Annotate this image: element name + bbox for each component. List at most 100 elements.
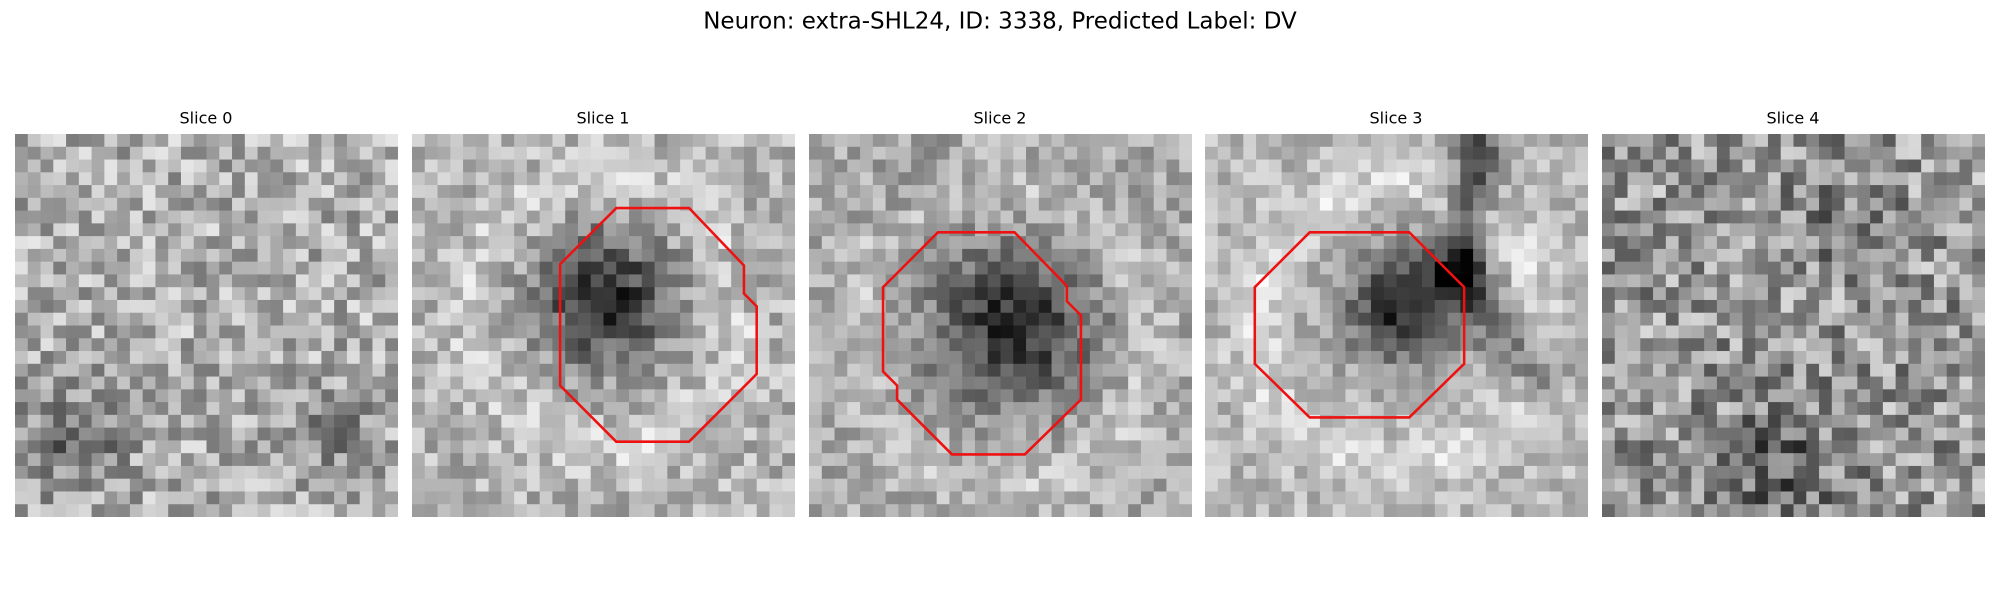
pixel bbox=[180, 389, 195, 403]
pixel bbox=[1307, 287, 1321, 301]
pixel bbox=[872, 185, 887, 199]
pixel bbox=[1179, 248, 1192, 263]
pixel bbox=[1691, 351, 1705, 365]
pixel bbox=[1780, 427, 1795, 441]
pixel bbox=[680, 312, 694, 327]
pixel bbox=[526, 338, 541, 352]
pixel bbox=[488, 210, 502, 224]
pixel bbox=[1602, 146, 1616, 161]
pixel bbox=[1870, 134, 1884, 148]
pixel bbox=[117, 185, 131, 199]
pixel bbox=[1153, 299, 1167, 314]
pixel bbox=[1013, 197, 1027, 212]
pixel bbox=[463, 248, 477, 263]
pixel bbox=[1217, 414, 1232, 429]
pixel bbox=[1729, 223, 1743, 237]
pixel bbox=[1511, 261, 1525, 275]
pixel bbox=[667, 376, 681, 390]
pixel bbox=[66, 287, 80, 301]
pixel bbox=[1102, 453, 1116, 467]
pixel bbox=[923, 376, 938, 390]
pixel bbox=[1844, 159, 1858, 173]
pixel bbox=[359, 287, 373, 301]
pixel bbox=[295, 299, 310, 314]
pixel bbox=[936, 414, 950, 429]
pixel bbox=[1051, 261, 1065, 275]
pixel bbox=[809, 478, 823, 492]
pixel bbox=[1447, 376, 1461, 390]
pixel bbox=[1166, 414, 1180, 429]
pixel bbox=[552, 427, 566, 441]
pixel bbox=[743, 363, 758, 378]
pixel bbox=[692, 338, 707, 352]
pixel bbox=[949, 376, 963, 390]
pixel bbox=[1077, 351, 1091, 365]
pixel bbox=[1243, 134, 1257, 148]
pixel bbox=[283, 465, 297, 480]
pixel bbox=[206, 363, 220, 378]
pixel bbox=[15, 312, 29, 327]
pixel bbox=[1434, 427, 1449, 441]
pixel bbox=[412, 478, 426, 492]
pixel bbox=[78, 159, 93, 173]
pixel bbox=[565, 236, 579, 250]
pixel bbox=[1422, 146, 1436, 161]
pixel bbox=[1332, 363, 1346, 378]
pixel bbox=[756, 504, 770, 517]
pixel bbox=[475, 351, 490, 365]
pixel bbox=[756, 210, 770, 224]
pixel bbox=[1460, 210, 1474, 224]
pixel bbox=[1205, 376, 1219, 390]
pixel bbox=[142, 197, 156, 212]
pixel bbox=[334, 134, 348, 148]
pixel bbox=[463, 197, 477, 212]
pixel bbox=[1396, 504, 1410, 517]
pixel bbox=[117, 325, 131, 339]
pixel bbox=[488, 274, 502, 288]
pixel bbox=[501, 172, 515, 186]
pixel bbox=[1665, 465, 1680, 480]
pixel bbox=[1115, 478, 1129, 492]
pixel bbox=[168, 197, 182, 212]
pixel bbox=[1511, 504, 1525, 517]
pixel bbox=[809, 248, 823, 263]
pixel bbox=[743, 504, 758, 517]
pixel bbox=[1627, 274, 1641, 288]
pixel bbox=[1767, 376, 1782, 390]
pixel bbox=[206, 185, 220, 199]
pixel bbox=[756, 351, 770, 365]
pixel bbox=[1857, 185, 1871, 199]
pixel bbox=[539, 146, 553, 161]
pixel bbox=[308, 236, 322, 250]
pixel bbox=[1128, 325, 1142, 339]
pixel bbox=[66, 338, 80, 352]
pixel bbox=[514, 389, 528, 403]
pixel bbox=[1038, 491, 1053, 505]
pixel bbox=[834, 261, 848, 275]
pixel bbox=[1089, 274, 1104, 288]
pixel bbox=[372, 159, 386, 173]
pixel bbox=[244, 402, 259, 416]
pixel bbox=[206, 236, 220, 250]
pixel bbox=[1319, 363, 1334, 378]
pixel bbox=[78, 197, 93, 212]
pixel bbox=[629, 159, 643, 173]
pixel bbox=[1627, 478, 1641, 492]
pixel bbox=[1767, 185, 1782, 199]
pixel bbox=[334, 236, 348, 250]
pixel bbox=[193, 299, 208, 314]
pixel bbox=[283, 185, 297, 199]
pixel bbox=[1217, 197, 1232, 212]
pixel bbox=[1806, 465, 1820, 480]
pixel bbox=[1729, 287, 1743, 301]
pixel bbox=[680, 159, 694, 173]
pixel bbox=[821, 402, 836, 416]
pixel bbox=[1000, 274, 1014, 288]
pixel bbox=[1729, 414, 1743, 429]
pixel bbox=[1933, 197, 1948, 212]
pixel bbox=[1844, 376, 1858, 390]
pixel bbox=[1742, 185, 1756, 199]
pixel bbox=[193, 453, 208, 467]
pixel bbox=[1819, 172, 1833, 186]
pixel bbox=[1473, 478, 1487, 492]
